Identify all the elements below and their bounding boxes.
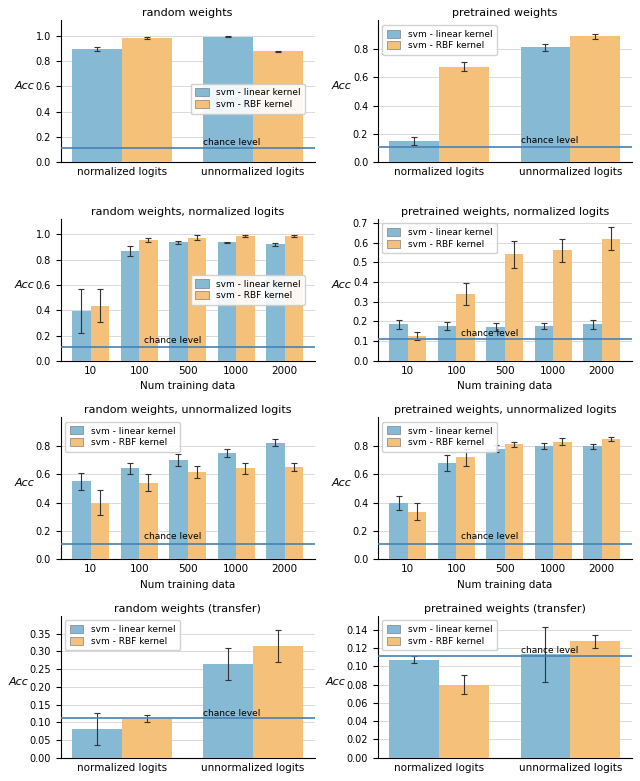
Text: chance level: chance level	[204, 709, 260, 718]
Bar	[218, 453, 236, 559]
Title: pretrained weights, normalized logits: pretrained weights, normalized logits	[401, 207, 609, 217]
Bar	[204, 664, 253, 758]
Title: random weights, normalized logits: random weights, normalized logits	[91, 207, 284, 217]
Bar	[285, 467, 303, 559]
Bar	[266, 244, 285, 361]
Bar	[389, 141, 439, 162]
Bar	[169, 242, 188, 361]
Bar	[389, 660, 439, 758]
Bar	[253, 52, 303, 162]
Bar	[204, 37, 253, 162]
Bar	[439, 684, 489, 758]
Bar	[121, 469, 139, 559]
Bar	[583, 324, 602, 361]
Text: chance level: chance level	[144, 533, 202, 541]
Text: chance level: chance level	[520, 647, 578, 655]
Bar	[91, 502, 109, 559]
Legend: svm - linear kernel, svm - RBF kernel: svm - linear kernel, svm - RBF kernel	[383, 620, 497, 651]
Bar	[570, 37, 620, 162]
Bar	[236, 469, 255, 559]
Text: chance level: chance level	[144, 336, 202, 345]
Y-axis label: Acc: Acc	[332, 280, 351, 290]
Y-axis label: Acc: Acc	[332, 479, 351, 488]
Text: chance level: chance level	[204, 138, 260, 148]
Bar	[253, 646, 303, 758]
Legend: svm - linear kernel, svm - RBF kernel: svm - linear kernel, svm - RBF kernel	[65, 422, 180, 452]
Title: pretrained weights, unnormalized logits: pretrained weights, unnormalized logits	[394, 405, 616, 415]
Bar	[570, 641, 620, 758]
Bar	[583, 447, 602, 559]
Bar	[188, 472, 206, 559]
Y-axis label: Acc: Acc	[15, 479, 35, 488]
Title: random weights, unnormalized logits: random weights, unnormalized logits	[84, 405, 291, 415]
Bar	[520, 654, 570, 758]
Bar	[389, 503, 408, 559]
Bar	[535, 446, 553, 559]
Legend: svm - linear kernel, svm - RBF kernel: svm - linear kernel, svm - RBF kernel	[383, 223, 497, 254]
Bar	[389, 324, 408, 361]
Bar	[285, 236, 303, 361]
Bar	[72, 49, 122, 162]
X-axis label: Num training data: Num training data	[140, 580, 236, 590]
Bar	[438, 463, 456, 559]
Y-axis label: Acc: Acc	[8, 677, 28, 686]
Bar	[72, 481, 91, 559]
Bar	[236, 236, 255, 361]
Bar	[438, 326, 456, 361]
Legend: svm - linear kernel, svm - RBF kernel: svm - linear kernel, svm - RBF kernel	[383, 25, 497, 55]
Bar	[72, 729, 122, 758]
Text: chance level: chance level	[461, 533, 518, 541]
Title: random weights: random weights	[143, 9, 233, 18]
Y-axis label: Acc: Acc	[332, 81, 351, 91]
Bar	[486, 448, 505, 559]
Y-axis label: Acc: Acc	[15, 280, 35, 290]
Bar	[91, 306, 109, 361]
Legend: svm - linear kernel, svm - RBF kernel: svm - linear kernel, svm - RBF kernel	[191, 275, 305, 305]
Legend: svm - linear kernel, svm - RBF kernel: svm - linear kernel, svm - RBF kernel	[65, 620, 180, 651]
X-axis label: Num training data: Num training data	[457, 580, 552, 590]
Legend: svm - linear kernel, svm - RBF kernel: svm - linear kernel, svm - RBF kernel	[191, 84, 305, 113]
Bar	[169, 460, 188, 559]
Bar	[121, 251, 139, 361]
X-axis label: Num training data: Num training data	[140, 381, 236, 391]
Bar	[456, 294, 475, 361]
Bar	[505, 444, 523, 559]
Text: chance level: chance level	[520, 137, 578, 145]
Bar	[439, 66, 489, 162]
Bar	[602, 439, 620, 559]
Bar	[266, 443, 285, 559]
Title: pretrained weights (transfer): pretrained weights (transfer)	[424, 604, 586, 614]
Title: pretrained weights: pretrained weights	[452, 9, 557, 18]
Bar	[122, 38, 172, 162]
Title: random weights (transfer): random weights (transfer)	[114, 604, 261, 614]
Bar	[456, 457, 475, 559]
Bar	[408, 512, 426, 559]
Text: chance level: chance level	[461, 330, 518, 338]
Y-axis label: Acc: Acc	[15, 81, 35, 91]
Bar	[72, 311, 91, 361]
Bar	[553, 251, 572, 361]
Bar	[122, 719, 172, 758]
Bar	[408, 337, 426, 361]
Bar	[553, 441, 572, 559]
Bar	[520, 48, 570, 162]
Bar	[535, 326, 553, 361]
Y-axis label: Acc: Acc	[326, 677, 346, 686]
Bar	[602, 239, 620, 361]
Bar	[139, 240, 157, 361]
Bar	[188, 237, 206, 361]
Bar	[139, 483, 157, 559]
Bar	[505, 255, 523, 361]
Legend: svm - linear kernel, svm - RBF kernel: svm - linear kernel, svm - RBF kernel	[383, 422, 497, 452]
Bar	[218, 242, 236, 361]
Bar	[486, 327, 505, 361]
X-axis label: Num training data: Num training data	[457, 381, 552, 391]
